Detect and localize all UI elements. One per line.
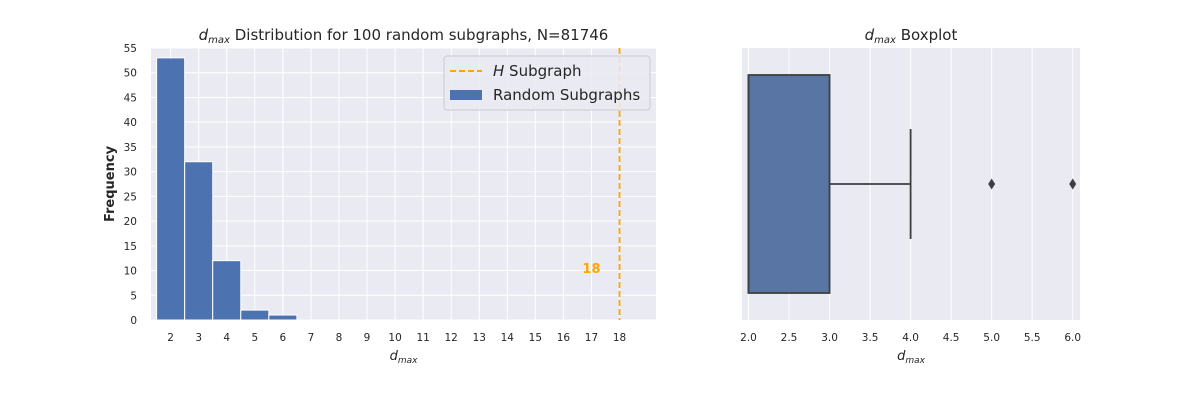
histogram-x-tick-label: 10 <box>388 332 401 344</box>
boxplot-x-tick-label: 4.0 <box>902 332 919 344</box>
histogram-y-tick-label: 30 <box>124 167 137 179</box>
boxplot-title: dmax Boxplot <box>865 26 958 46</box>
histogram-x-tick-label: 9 <box>364 332 371 344</box>
histogram-bar <box>240 309 270 321</box>
boxplot-title-rest: Boxplot <box>896 26 958 44</box>
histogram-y-tick-label: 10 <box>124 266 137 278</box>
histogram-title-main: d <box>199 26 209 44</box>
boxplot-outlier-point <box>988 178 996 190</box>
boxplot-x-tick-label: 3.0 <box>821 332 838 344</box>
histogram-x-label-main: d <box>390 349 399 364</box>
legend-patch-swatch <box>450 90 482 100</box>
histogram-bar <box>268 314 298 321</box>
boxplot-marks <box>747 74 1077 294</box>
histogram-y-ticks: 0 5 10 15 20 25 30 35 40 45 50 55 <box>124 43 137 327</box>
boxplot-x-label-main: d <box>897 349 906 364</box>
histogram-y-tick-label: 25 <box>124 191 137 203</box>
histogram-x-tick-label: 11 <box>416 332 429 344</box>
boxplot-x-tick-label: 5.5 <box>1024 332 1041 344</box>
histogram-chart: 18 2 3 4 5 6 7 8 9 10 11 12 13 14 15 16 17 18 0510152025… <box>103 26 656 366</box>
boxplot-chart: 2.0 2.5 3.0 3.5 4.0 4.5 5.0 5.5 6.0 dmax Boxplot… <box>740 26 1081 366</box>
histogram-x-tick-label: 4 <box>223 332 230 344</box>
histogram-title-rest: Distribution for 100 random subgraphs, N… <box>230 26 608 44</box>
histogram-x-tick-label: 7 <box>308 332 315 344</box>
histogram-x-tick-label: 12 <box>445 332 458 344</box>
histogram-x-tick-label: 18 <box>613 332 626 344</box>
histogram-x-ticks: 2 3 4 5 6 7 8 9 10 11 12 13 14 15 16 17 18 <box>167 332 626 344</box>
boxplot-x-tick-label: 2.0 <box>740 332 757 344</box>
histogram-x-tick-label: 15 <box>529 332 542 344</box>
legend-label-subgraph: Subgraph <box>504 62 581 80</box>
boxplot-box <box>747 74 831 294</box>
boxplot-x-tick-label: 6.0 <box>1064 332 1081 344</box>
boxplot-outlier-point <box>1069 178 1077 190</box>
histogram-y-tick-label: 45 <box>124 92 137 104</box>
histogram-bar <box>184 161 214 321</box>
histogram-y-label: Frequency <box>103 145 118 222</box>
histogram-y-tick-label: 20 <box>124 216 137 228</box>
boxplot-x-tick-label: 4.5 <box>943 332 960 344</box>
boxplot-x-label-sub: max <box>905 356 925 366</box>
histogram-title-sub: max <box>208 35 230 46</box>
histogram-x-label: dmax <box>390 349 419 366</box>
histogram-x-tick-label: 8 <box>336 332 343 344</box>
boxplot-x-tick-label: 2.5 <box>781 332 798 344</box>
histogram-x-tick-label: 16 <box>557 332 571 344</box>
legend-label-random-subgraphs: Random Subgraphs <box>493 86 640 104</box>
histogram-bar <box>212 260 242 321</box>
histogram-x-tick-label: 2 <box>167 332 174 344</box>
histogram-x-label-sub: max <box>398 356 418 366</box>
boxplot-x-tick-label: 3.5 <box>862 332 879 344</box>
boxplot-title-main: d <box>865 26 875 44</box>
histogram-x-tick-label: 5 <box>251 332 258 344</box>
histogram-y-tick-label: 55 <box>124 43 137 55</box>
histogram-x-tick-label: 17 <box>585 332 598 344</box>
histogram-y-tick-label: 15 <box>124 241 137 253</box>
boxplot-x-label: dmax <box>897 349 926 366</box>
legend-label-h: H <box>493 62 504 80</box>
boxplot-title-sub: max <box>874 35 896 46</box>
histogram-title: dmax Distribution for 100 random subgrap… <box>199 26 609 46</box>
boxplot-x-tick-label: 5.0 <box>983 332 1000 344</box>
histogram-x-tick-label: 14 <box>501 332 515 344</box>
histogram-y-tick-label: 50 <box>124 68 137 80</box>
histogram-y-tick-label: 40 <box>124 117 137 129</box>
histogram-legend: H Subgraph Random Subgraphs <box>443 55 651 111</box>
histogram-x-tick-label: 6 <box>280 332 287 344</box>
histogram-x-tick-label: 13 <box>473 332 486 344</box>
legend-label-h-subgraph: H Subgraph <box>493 62 582 80</box>
histogram-y-tick-label: 0 <box>130 315 137 327</box>
histogram-y-tick-label: 5 <box>130 290 137 302</box>
histogram-y-tick-label: 35 <box>124 142 137 154</box>
legend-box <box>443 55 651 111</box>
reference-line-value-label: 18 <box>582 262 600 277</box>
boxplot-x-ticks: 2.0 2.5 3.0 3.5 4.0 4.5 5.0 5.5 6.0 <box>740 332 1081 344</box>
histogram-bar <box>156 57 186 321</box>
histogram-x-tick-label: 3 <box>195 332 202 344</box>
histogram-bars <box>156 57 298 321</box>
